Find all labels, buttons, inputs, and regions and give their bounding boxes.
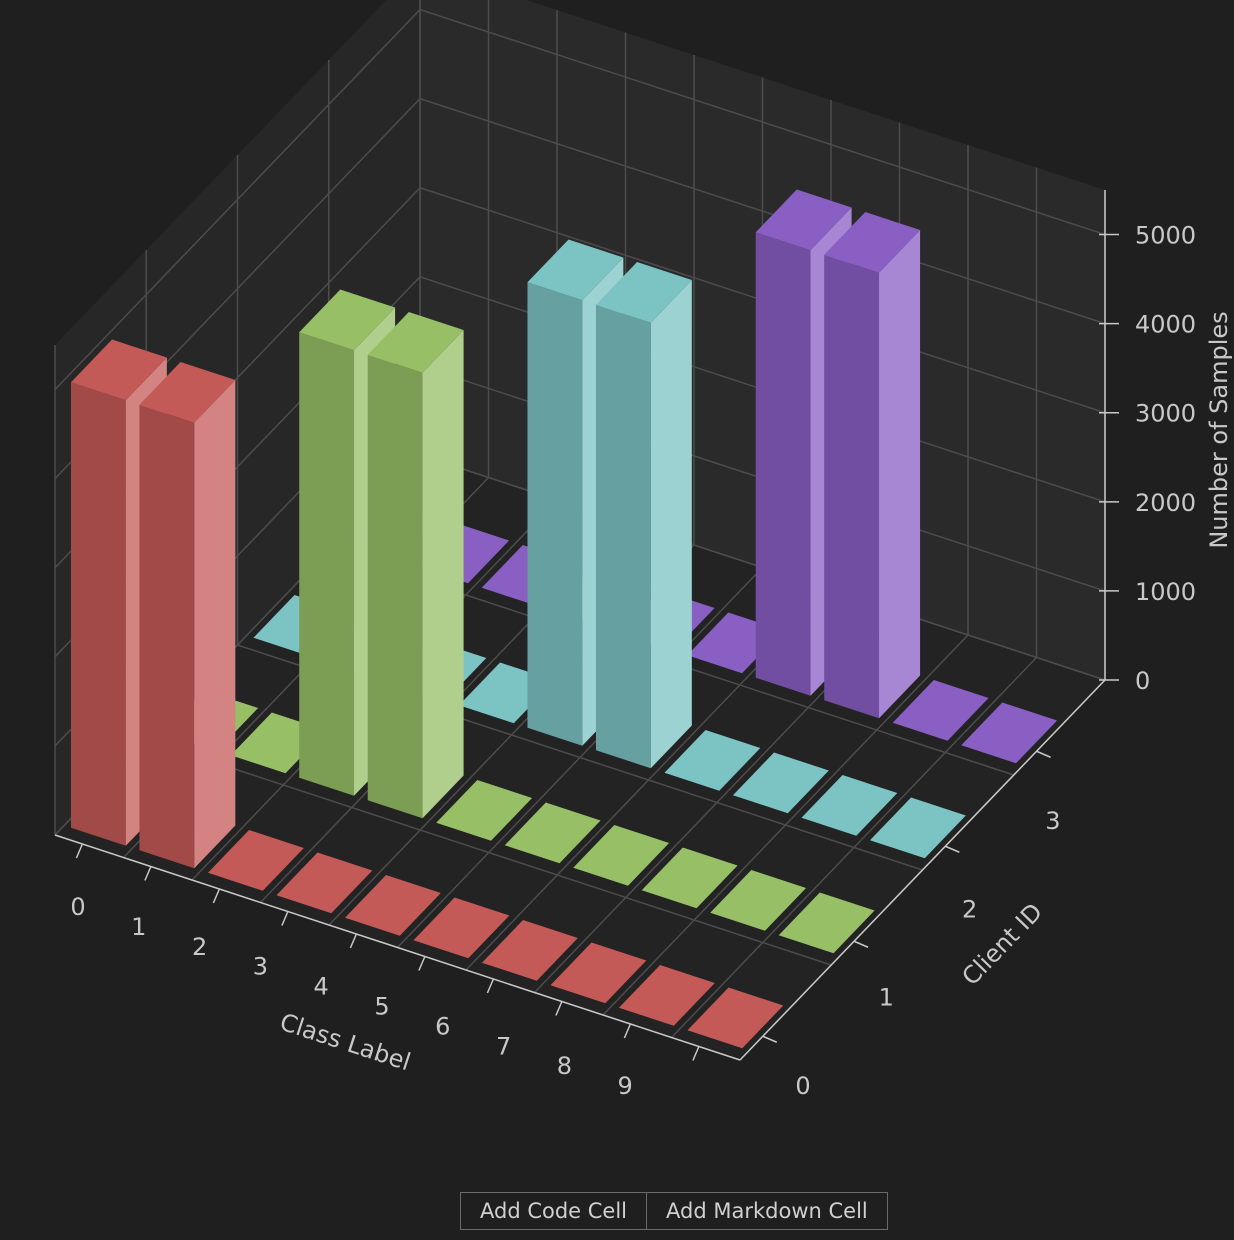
add-markdown-cell-button[interactable]: Add Markdown Cell: [646, 1193, 887, 1229]
bar-top: [778, 892, 875, 954]
z-tick-label: 5000: [1135, 222, 1196, 250]
bar-top: [664, 730, 761, 791]
bar-top: [801, 775, 898, 836]
bar-side: [194, 380, 236, 869]
bar-top: [961, 702, 1058, 764]
z-axis-title: Number of Samples: [1205, 311, 1233, 548]
bar-top: [550, 942, 647, 1004]
bar-top: [344, 875, 441, 936]
grid-line: [419, 8, 1106, 236]
chart: 0 1000 2000 3000 4000 5000 0 1 2 3 4 5 6 7 8 9 0 1 2 3 Class…: [54, 0, 1233, 1100]
bar-top: [641, 847, 738, 909]
bar-top: [527, 239, 624, 301]
bar-side: [650, 280, 692, 769]
x-tick-label: 2: [192, 933, 207, 961]
y-tick: [853, 940, 869, 948]
x-tick: [75, 843, 84, 859]
y-tick: [945, 845, 960, 853]
x-tick-label: 9: [618, 1072, 633, 1100]
y-tick-label: 0: [795, 1072, 810, 1100]
bar-top: [869, 797, 966, 859]
bar-front: [824, 254, 880, 719]
bar-top: [824, 212, 921, 273]
x-tick: [418, 956, 426, 971]
cell-toolbar: Add Code Cell Add Markdown Cell: [460, 1192, 888, 1230]
bar-front: [139, 404, 195, 869]
bar-top: [755, 189, 852, 251]
x-tick-label: 1: [131, 913, 146, 941]
bar-top: [70, 339, 167, 401]
x-tick-label: 5: [374, 993, 389, 1021]
bar-top: [595, 262, 692, 323]
x-tick: [144, 866, 152, 881]
x-tick: [281, 911, 289, 926]
bar-top: [436, 780, 533, 841]
z-tick-label: 1000: [1135, 578, 1196, 606]
bar-top: [481, 920, 578, 981]
grid-line: [419, 97, 1106, 325]
x-tick: [555, 1001, 563, 1016]
x-tick-label: 7: [496, 1032, 511, 1060]
bar-top: [710, 870, 807, 931]
x-tick-label: 0: [70, 893, 85, 921]
add-code-cell-button[interactable]: Add Code Cell: [480, 1199, 628, 1223]
y-tick: [762, 1035, 778, 1043]
bar-top: [687, 987, 784, 1049]
axis-line: [739, 679, 1106, 1061]
x-axis-title: Class Label: [277, 1008, 415, 1077]
x-tick-label: 4: [314, 973, 329, 1001]
x-tick: [692, 1046, 700, 1061]
bar-top: [732, 752, 829, 814]
bar-top: [367, 312, 464, 373]
x-tick: [212, 888, 221, 904]
bar-top: [618, 965, 715, 1026]
bar-side: [422, 330, 464, 819]
axis-line: [54, 834, 741, 1061]
grid-line: [146, 739, 832, 966]
x-tick-label: 6: [435, 1012, 450, 1040]
bar-front: [755, 232, 811, 696]
bar-front: [299, 332, 355, 796]
bar-top: [413, 897, 510, 959]
bar-top: [299, 289, 396, 351]
bar-top: [139, 362, 236, 423]
x-tick: [623, 1023, 632, 1039]
bar-front: [70, 382, 126, 846]
grid-line: [54, 9, 421, 391]
bar-top: [207, 830, 304, 891]
bar-top: [892, 680, 989, 741]
bar-top: [573, 825, 670, 886]
x-tick-label: 3: [253, 953, 268, 981]
y-tick-label: 1: [879, 984, 894, 1012]
z-tick-label: 2000: [1135, 489, 1196, 517]
z-tick-label: 0: [1135, 667, 1150, 695]
bar-top: [276, 852, 373, 914]
z-tick-label: 3000: [1135, 400, 1196, 428]
z-tick-label: 4000: [1135, 311, 1196, 339]
bar-front: [367, 354, 423, 819]
bar-front: [527, 282, 583, 746]
x-tick: [349, 933, 358, 949]
bar-top: [504, 802, 601, 864]
x-tick-label: 8: [557, 1052, 572, 1080]
y-tick-label: 3: [1045, 807, 1060, 835]
y-tick: [1036, 750, 1051, 758]
bar-side: [879, 230, 921, 719]
y-tick-label: 2: [962, 895, 977, 923]
x-tick: [486, 978, 495, 994]
bar-front: [595, 304, 651, 769]
